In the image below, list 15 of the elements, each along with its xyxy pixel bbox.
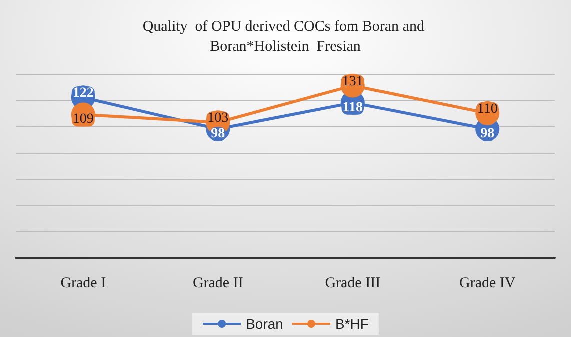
data-label: 110 xyxy=(477,102,498,117)
data-label: 122 xyxy=(72,86,94,102)
legend-label: Boran xyxy=(246,316,284,332)
data-label: 103 xyxy=(208,111,229,126)
chart-title: Quality of OPU derived COCs fom Boran and Boran*Holistein Fresian xyxy=(142,19,428,55)
x-tick-label: Grade II xyxy=(192,276,244,292)
data-label: 131 xyxy=(342,74,364,90)
x-tick-label: Grade IV xyxy=(460,276,516,292)
x-tick-label: Grade I xyxy=(60,276,106,292)
data-label: 98 xyxy=(480,126,495,142)
data-label: 109 xyxy=(72,112,94,128)
data-label: 118 xyxy=(342,100,363,116)
legend-label: B*HF xyxy=(335,316,369,332)
x-tick-label: Grade III xyxy=(325,276,381,292)
data-label: 98 xyxy=(211,126,226,142)
